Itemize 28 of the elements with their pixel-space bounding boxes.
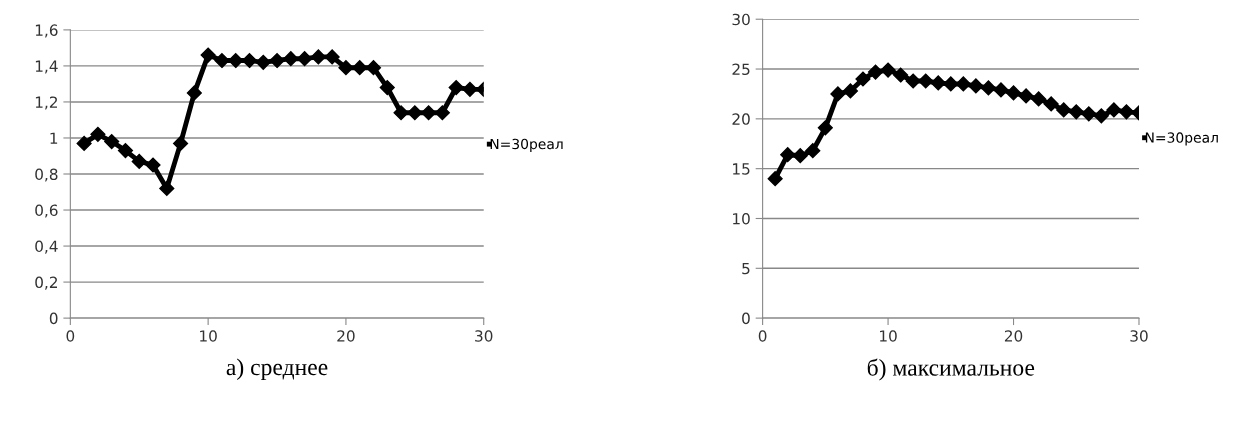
x-tick-label: 20 xyxy=(1004,330,1023,342)
y-tick-label: 1,2 xyxy=(35,96,57,110)
x-axis-title: б) максимальное xyxy=(867,358,1035,381)
y-tick-label: 20 xyxy=(732,113,750,125)
y-tick-label: 1 xyxy=(50,132,58,144)
x-tick-label: 30 xyxy=(475,330,493,342)
x-tick-label: 0 xyxy=(758,330,767,342)
y-tick-label: 0 xyxy=(49,312,58,325)
x-tick-label: 30 xyxy=(1130,330,1148,342)
y-tick-label: 1,6 xyxy=(35,24,58,38)
y-tick-label: 0 xyxy=(742,312,750,325)
x-tick-label: 20 xyxy=(337,330,355,342)
y-tick-label: 0,2 xyxy=(35,276,57,290)
legend-label: N=30реал xyxy=(490,138,563,152)
y-tick-label: 5 xyxy=(742,262,750,275)
x-axis-title: а) среднее xyxy=(226,358,328,381)
x-tick-label: 10 xyxy=(880,330,897,342)
y-tick-label: 1,4 xyxy=(35,60,58,74)
y-tick-label: 0,8 xyxy=(35,168,58,182)
x-tick-label: 0 xyxy=(66,330,75,342)
y-tick-label: 30 xyxy=(732,13,750,26)
x-tick-label: 10 xyxy=(200,330,217,342)
y-tick-label: 0,6 xyxy=(35,204,58,218)
y-tick-label: 0,4 xyxy=(35,240,58,254)
y-tick-label: 25 xyxy=(732,63,750,76)
y-tick-label: 10 xyxy=(733,212,750,225)
y-tick-label: 15 xyxy=(733,163,750,175)
legend-label: N=30реал xyxy=(1145,132,1218,146)
